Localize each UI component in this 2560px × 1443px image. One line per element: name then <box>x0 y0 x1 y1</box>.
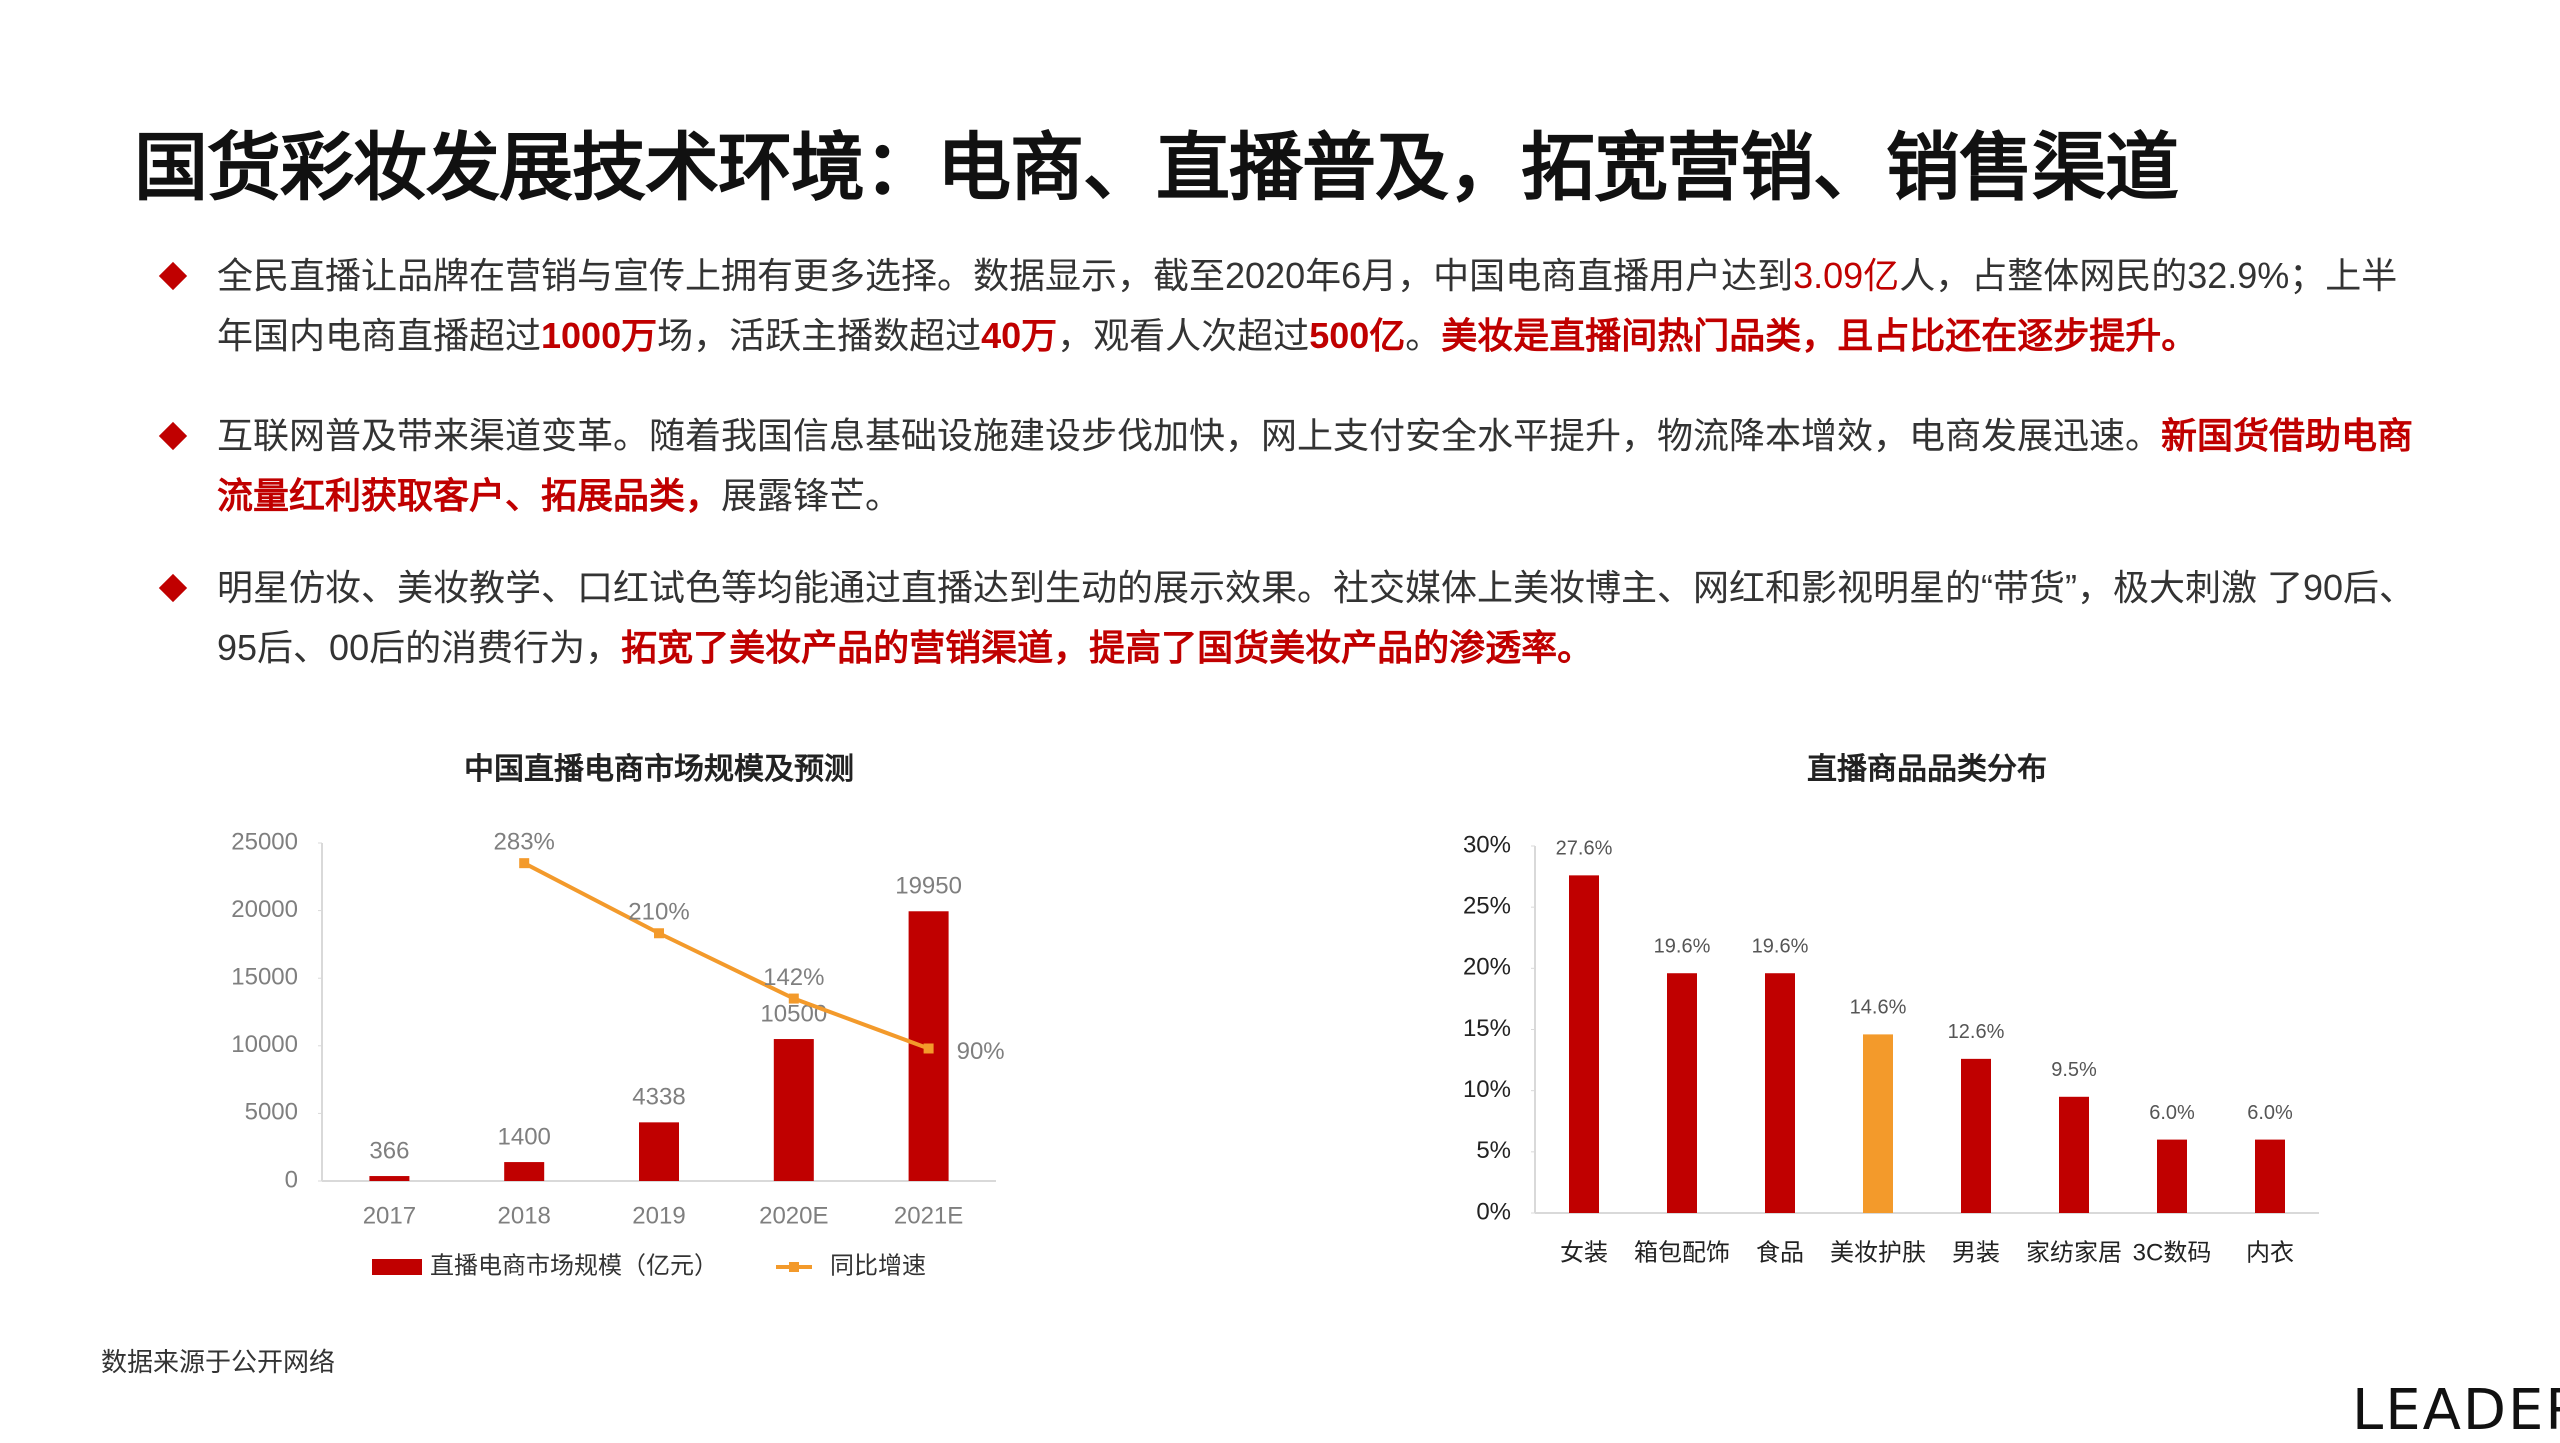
data-label: 366 <box>369 1137 409 1164</box>
y-tick-label: 30% <box>1463 831 1511 858</box>
y-tick-label: 20000 <box>231 896 298 923</box>
bar <box>369 1176 410 1181</box>
data-label: 283% <box>494 829 555 856</box>
data-label: 6.0% <box>2149 1102 2195 1124</box>
y-tick-label: 5000 <box>245 1099 298 1126</box>
bar <box>2255 1139 2285 1213</box>
text-run: 明星仿妆、美妆教学、口红试色等均能通过直播达到生动的展示效果。社交媒体上美妆博主… <box>217 567 2416 668</box>
line-marker <box>923 1043 934 1054</box>
line-marker <box>519 858 530 869</box>
text-run: 1000万 <box>541 315 658 356</box>
x-tick-label: 2021E <box>894 1202 963 1229</box>
text-run: 场，活跃主播数超过 <box>657 315 982 356</box>
source-note: 数据来源于公开网络 <box>101 1347 336 1377</box>
x-tick-label: 2018 <box>498 1202 551 1229</box>
bullet: 全民直播让品牌在营销与宣传上拥有更多选择。数据显示，截至2020年6月，中国电商… <box>158 246 2427 366</box>
x-tick-label: 男装 <box>1952 1239 2000 1266</box>
data-label: 210% <box>628 899 689 926</box>
data-label: 4338 <box>632 1084 685 1111</box>
x-tick-label: 内衣 <box>2246 1239 2294 1266</box>
bar <box>2059 1096 2089 1213</box>
text-run: 拓宽了美妆产品的营销渠道，提高了国货美妆产品的渗透率。 <box>621 627 1594 668</box>
legend-label: 直播电商市场规模（亿元） <box>430 1252 718 1279</box>
slide-title: 国货彩妆发展技术环境：电商、直播普及，拓宽营销、销售渠道 <box>134 126 2179 209</box>
bullet: 明星仿妆、美妆教学、口红试色等均能通过直播达到生动的展示效果。社交媒体上美妆博主… <box>158 558 2427 678</box>
y-tick-label: 0% <box>1476 1198 1511 1225</box>
bar <box>1863 1034 1893 1213</box>
text-run: 人，占整体网民的32.9%；上半年国内电商直播超过 <box>217 255 2398 356</box>
data-label: 10500 <box>760 1000 827 1027</box>
x-tick-label: 箱包配饰 <box>1634 1239 1730 1266</box>
text-run: 。 <box>1405 315 1442 356</box>
x-tick-label: 2017 <box>363 1202 416 1229</box>
text-run: ，观看人次超过 <box>1057 315 1310 356</box>
line <box>523 861 930 1051</box>
text-run: 40万 <box>981 315 1058 356</box>
line-marker <box>788 993 799 1004</box>
legend-label: 同比增速 <box>830 1252 926 1279</box>
y-tick-label: 15000 <box>231 964 298 991</box>
bar <box>1569 875 1599 1213</box>
y-tick-label: 10% <box>1463 1076 1511 1103</box>
y-tick-label: 5% <box>1476 1137 1511 1164</box>
chart-title: 直播商品品类分布 <box>1807 753 2047 786</box>
x-tick-label: 2020E <box>759 1202 828 1229</box>
bar <box>1765 973 1795 1213</box>
text-run: 美妆是直播间热门品类，且占比还在逐步提升。 <box>1441 315 2198 356</box>
data-label: 19950 <box>895 873 962 900</box>
y-tick-label: 10000 <box>231 1031 298 1058</box>
data-label: 90% <box>957 1038 1005 1065</box>
text-run: 互联网普及带来渠道变革。随着我国信息基础设施建设步伐加快，网上支付安全水平提升，… <box>217 415 2162 456</box>
y-tick-label: 25% <box>1463 893 1511 920</box>
data-label: 14.6% <box>1850 997 1907 1019</box>
text-run: 3.09亿 <box>1793 255 1900 296</box>
logo: LEADER <box>2352 1378 2560 1443</box>
bar <box>639 1122 679 1181</box>
y-tick-label: 20% <box>1463 954 1511 981</box>
bar <box>1961 1058 1991 1213</box>
data-label: 9.5% <box>2051 1059 2097 1081</box>
legend-swatch <box>789 1262 799 1272</box>
line-marker <box>654 928 664 939</box>
data-label: 6.0% <box>2247 1102 2293 1124</box>
data-label: 19.6% <box>1752 936 1809 958</box>
x-tick-label: 2019 <box>632 1202 685 1229</box>
x-tick-label: 3C数码 <box>2133 1239 2212 1266</box>
y-tick-label: 15% <box>1463 1015 1511 1042</box>
data-label: 142% <box>763 964 824 991</box>
legend-swatch <box>372 1259 422 1275</box>
chart-title: 中国直播电商市场规模及预测 <box>464 752 854 786</box>
text-run: 全民直播让品牌在营销与宣传上拥有更多选择。数据显示，截至2020年6月，中国电商… <box>217 255 1794 296</box>
bar <box>773 1039 814 1181</box>
bar <box>2157 1139 2187 1213</box>
bar <box>1667 973 1697 1213</box>
data-label: 12.6% <box>1948 1021 2005 1043</box>
bar <box>504 1162 545 1181</box>
x-tick-label: 食品 <box>1756 1239 1804 1266</box>
text-run: 新国货借助电商流量红利获取客户、拓展品类， <box>217 415 2414 516</box>
y-tick-label: 25000 <box>231 828 298 855</box>
x-tick-label: 美妆护肤 <box>1830 1239 1926 1266</box>
x-tick-label: 家纺家居 <box>2026 1239 2122 1266</box>
text-run: 500亿 <box>1309 315 1406 356</box>
data-label: 27.6% <box>1556 838 1613 860</box>
bullet: 互联网普及带来渠道变革。随着我国信息基础设施建设步伐加快，网上支付安全水平提升，… <box>158 406 2427 526</box>
x-tick-label: 女装 <box>1560 1239 1608 1266</box>
data-label: 1400 <box>498 1123 551 1150</box>
text-run: 展露锋芒。 <box>721 475 902 516</box>
data-label: 19.6% <box>1654 936 1711 958</box>
y-tick-label: 0 <box>285 1166 298 1193</box>
